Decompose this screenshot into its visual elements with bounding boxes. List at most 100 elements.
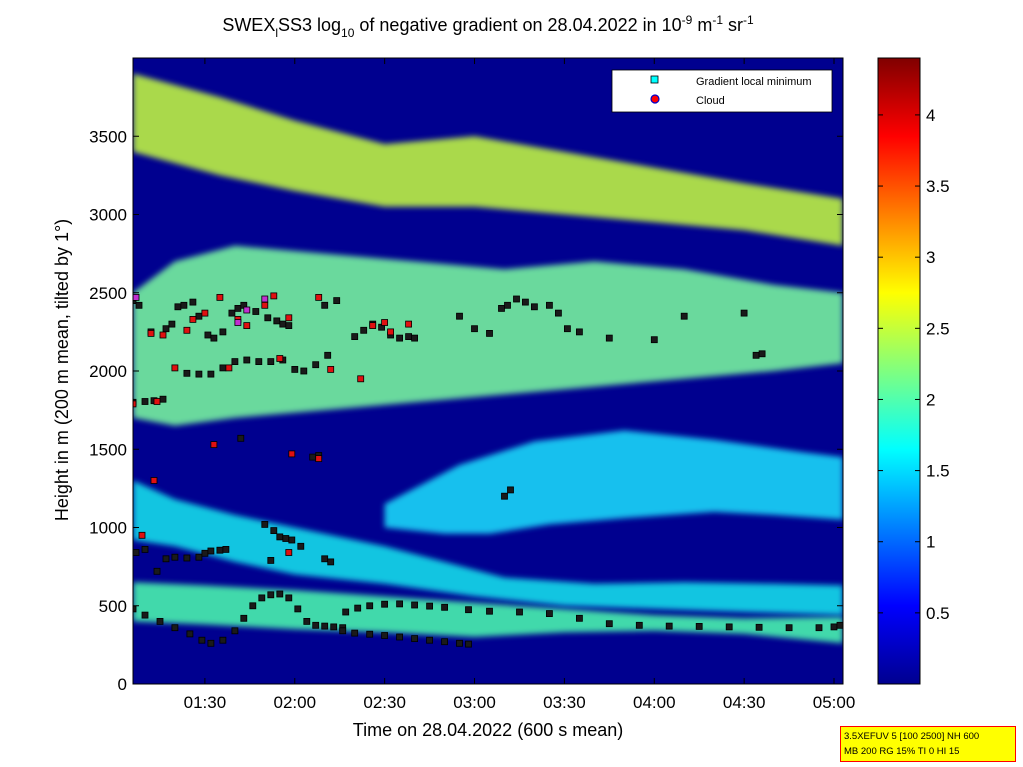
marker-0-3 xyxy=(171,624,179,632)
legend: Gradient local minimum Cloud xyxy=(611,69,833,113)
marker-1-20 xyxy=(276,355,284,362)
marker-0-5 xyxy=(198,636,206,644)
y-axis: 0 500 1000 1500 2000 2500 3000 3500 xyxy=(89,127,843,694)
marker-0-37 xyxy=(695,623,703,630)
marker-0-17 xyxy=(312,621,320,629)
marker-0-32 xyxy=(546,610,553,617)
marker-0-7 xyxy=(219,636,227,644)
marker-0-83 xyxy=(180,301,188,309)
marker-0-81 xyxy=(168,320,176,328)
marker-1-16 xyxy=(381,319,389,326)
marker-0-134 xyxy=(680,312,688,320)
marker-0-118 xyxy=(321,301,329,309)
marker-0-78 xyxy=(135,301,143,309)
marker-1-11 xyxy=(285,314,293,322)
marker-2-2 xyxy=(243,306,251,314)
marker-1-15 xyxy=(369,322,377,330)
x-tick-label-6: 04:30 xyxy=(723,693,766,712)
marker-0-24 xyxy=(381,600,389,608)
heatmap-layer-4 xyxy=(133,73,843,246)
marker-1-18 xyxy=(405,320,413,328)
marker-1-1 xyxy=(153,398,161,405)
x-tick-label-4: 03:30 xyxy=(543,693,586,712)
marker-0-98 xyxy=(195,370,203,378)
marker-2-1 xyxy=(234,319,242,326)
marker-0-97 xyxy=(183,369,191,377)
marker-0-84 xyxy=(189,298,197,306)
colorbar-tick-label-2: 1.5 xyxy=(926,462,950,481)
x-axis-label: Time on 28.04.2022 (600 s mean) xyxy=(353,720,624,740)
marker-1-4 xyxy=(189,315,197,323)
marker-0-10 xyxy=(249,602,257,610)
marker-0-95 xyxy=(279,320,287,328)
marker-0-42 xyxy=(830,623,838,631)
marker-0-56 xyxy=(162,555,170,563)
marker-0-93 xyxy=(264,314,272,322)
x-axis: 01:30 02:00 02:30 03:00 03:30 04:00 04:30 05:00 xyxy=(184,58,855,712)
marker-0-88 xyxy=(219,328,227,336)
info-line-2: MB 200 RG 15% TI 0 HI 15 xyxy=(844,746,960,757)
marker-0-55 xyxy=(153,567,161,575)
marker-0-101 xyxy=(231,358,239,366)
marker-0-13 xyxy=(276,590,284,598)
marker-1-3 xyxy=(183,326,191,334)
marker-0-123 xyxy=(498,304,505,312)
colorbar-tick-label-0: 0.5 xyxy=(926,604,950,623)
colorbar-tick-label-3: 2 xyxy=(926,390,935,409)
marker-0-66 xyxy=(276,533,284,541)
marker-1-23 xyxy=(315,455,323,463)
marker-1-24 xyxy=(150,477,158,484)
marker-0-128 xyxy=(546,301,553,309)
y-axis-label: Height in m (200 m mean, tilted by 1°) xyxy=(52,219,72,521)
marker-0-8 xyxy=(231,627,239,635)
marker-0-65 xyxy=(270,527,278,534)
marker-0-103 xyxy=(255,358,263,366)
marker-0-129 xyxy=(555,309,562,317)
marker-0-58 xyxy=(183,554,191,562)
marker-1-21 xyxy=(285,549,293,556)
marker-1-2 xyxy=(171,364,179,372)
marker-0-72 xyxy=(267,557,275,564)
legend-marker-gradient-min xyxy=(650,75,659,84)
marker-0-38 xyxy=(725,623,733,631)
marker-0-70 xyxy=(321,555,329,563)
marker-0-57 xyxy=(171,553,179,561)
marker-0-96 xyxy=(285,322,293,330)
marker-0-22 xyxy=(354,604,362,612)
marker-0-124 xyxy=(504,301,511,309)
marker-0-35 xyxy=(635,621,643,629)
marker-0-119 xyxy=(333,297,341,305)
info-box: 3.5XEFUV 5 [100 2500] NH 600 MB 200 RG 1… xyxy=(840,726,1016,762)
y-tick-label-1: 500 xyxy=(99,597,127,616)
marker-0-23 xyxy=(366,602,374,610)
marker-0-111 xyxy=(360,326,368,334)
legend-label-gradient-min: Gradient local minimum xyxy=(696,76,812,88)
marker-0-125 xyxy=(513,295,520,303)
y-tick-label-6: 3000 xyxy=(89,206,127,225)
chart-title: SWEXlSS3 log10 of negative gradient on 2… xyxy=(222,13,754,40)
marker-0-85 xyxy=(195,312,203,320)
marker-0-130 xyxy=(564,325,571,333)
marker-0-126 xyxy=(522,298,529,306)
marker-0-41 xyxy=(815,624,823,632)
marker-0-138 xyxy=(237,434,245,442)
marker-0-107 xyxy=(300,367,308,375)
marker-0-90 xyxy=(234,304,242,312)
marker-0-36 xyxy=(665,622,673,630)
marker-0-100 xyxy=(219,364,227,372)
marker-0-34 xyxy=(605,620,613,628)
marker-0-48 xyxy=(411,635,419,642)
marker-0-43 xyxy=(339,627,347,635)
marker-1-17 xyxy=(387,328,395,336)
marker-0-127 xyxy=(531,303,538,311)
marker-1-9 xyxy=(261,301,269,309)
colorbar-tick-label-4: 2.5 xyxy=(926,319,950,338)
marker-0-29 xyxy=(465,606,472,614)
marker-1-8 xyxy=(243,322,251,330)
y-tick-label-4: 2000 xyxy=(89,362,127,381)
marker-0-120 xyxy=(456,312,463,320)
colorbar-tick-label-7: 4 xyxy=(926,106,935,125)
marker-0-110 xyxy=(351,333,359,341)
marker-0-30 xyxy=(486,607,493,615)
